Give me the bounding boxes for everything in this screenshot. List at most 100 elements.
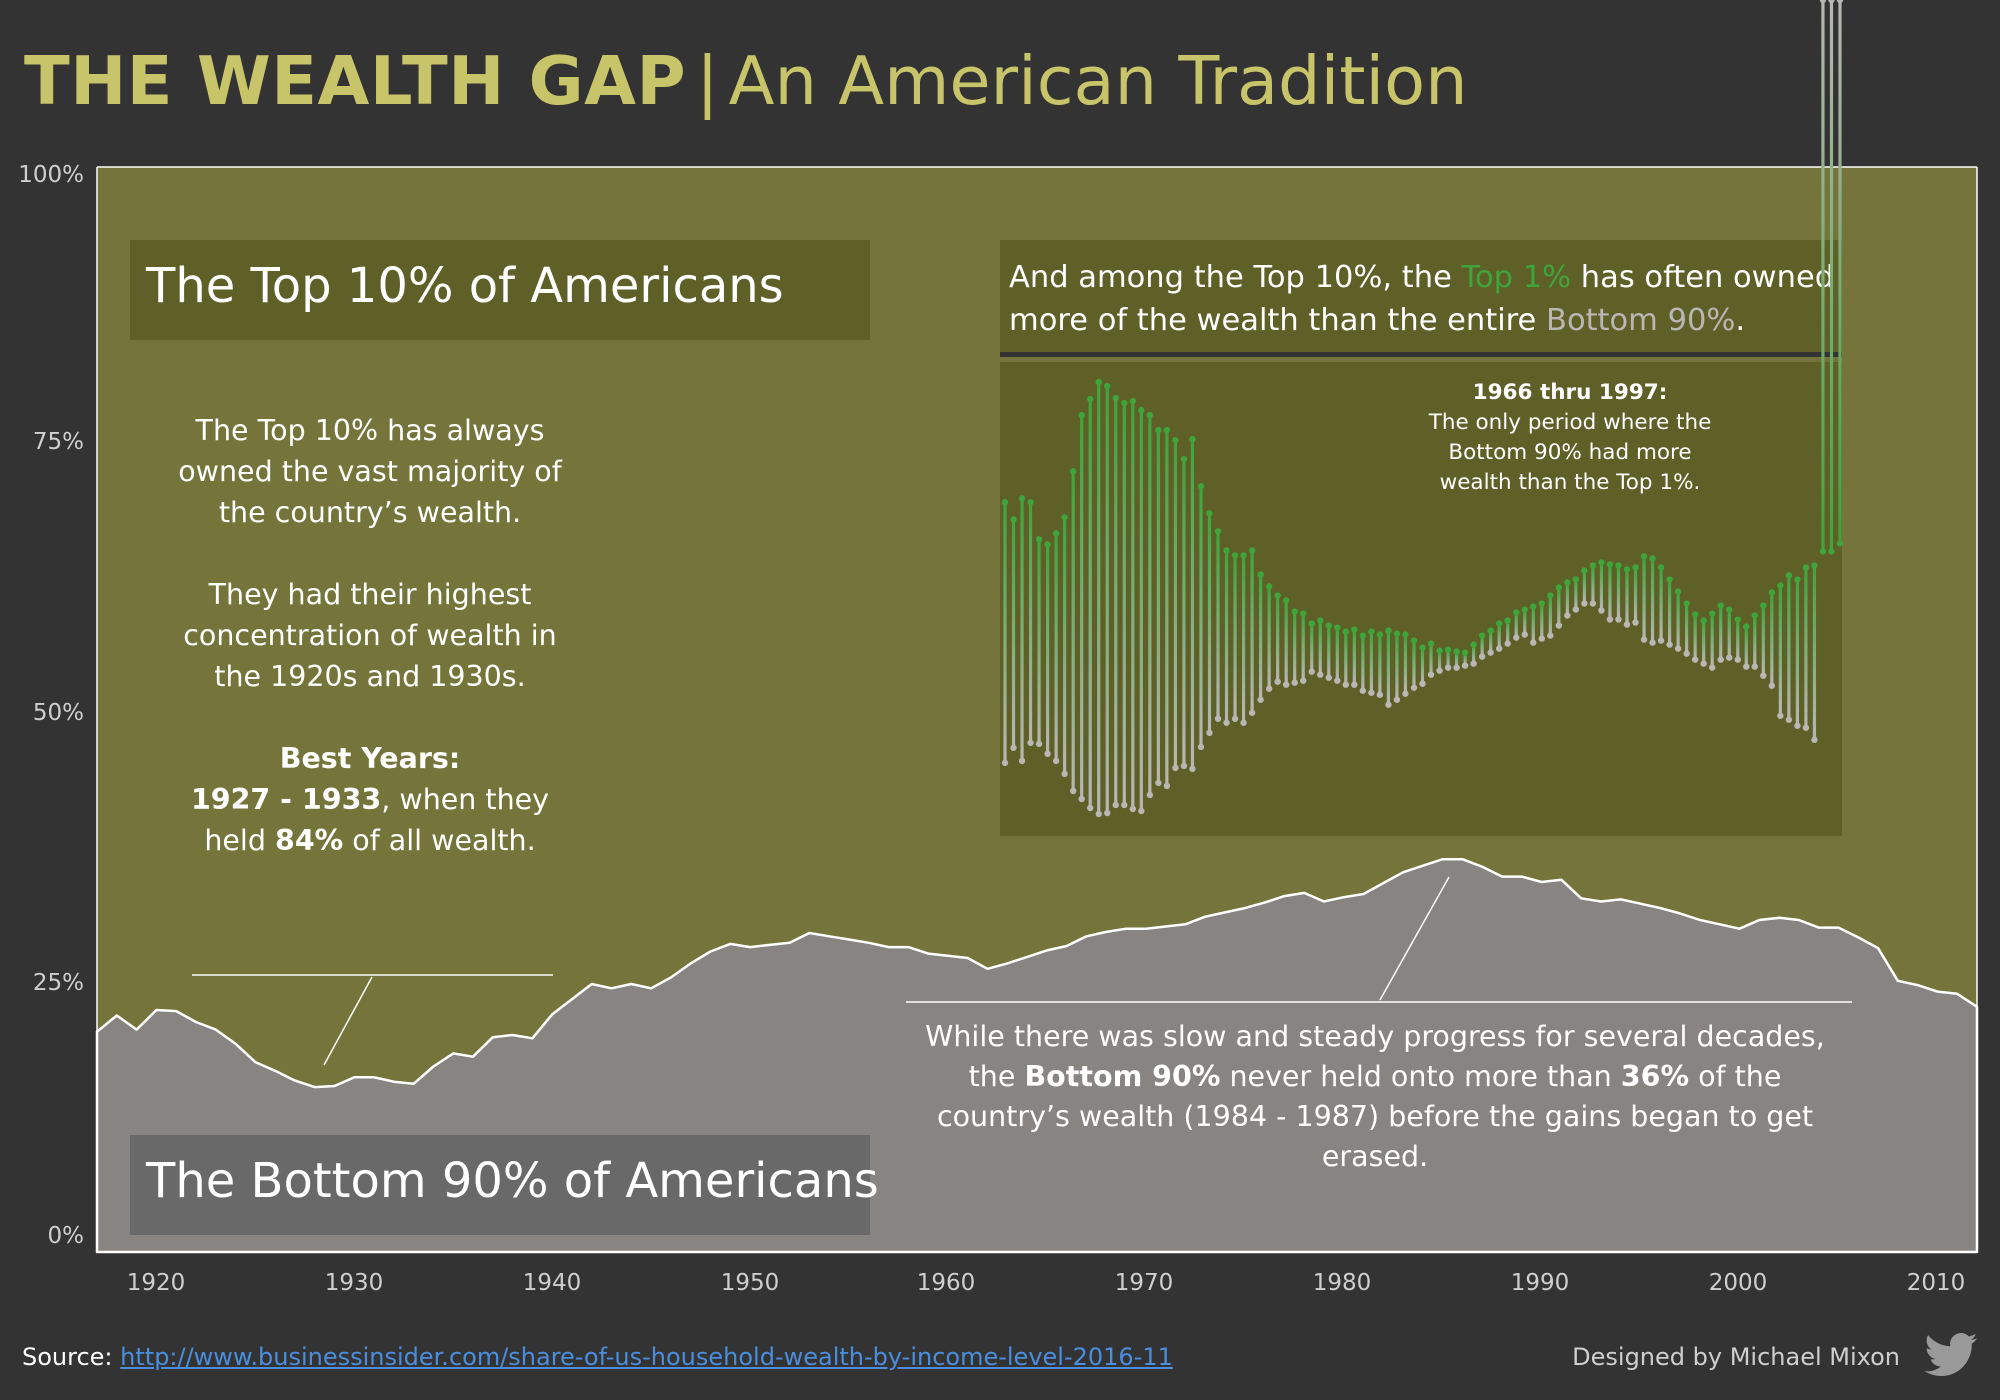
inset-bottom90-point <box>1214 715 1222 722</box>
inset-top1-point <box>1342 628 1350 635</box>
inset-bottom90-point <box>1274 678 1281 685</box>
inset-top1-point <box>1282 597 1290 604</box>
inset-bottom90-point <box>1691 656 1699 663</box>
x-tick-label: 2000 <box>1708 1270 1768 1296</box>
x-tick-label: 1950 <box>720 1270 780 1296</box>
inset-top1-point <box>1061 514 1068 521</box>
x-tick-label: 1980 <box>1312 1270 1372 1296</box>
x-tick-label: 2010 <box>1906 1270 1966 1296</box>
inset-bottom90-point <box>1521 631 1528 638</box>
inset-top1-point <box>1513 609 1520 616</box>
inset-top1-point <box>1368 628 1375 635</box>
inset-top1-point <box>1180 455 1188 463</box>
y-tick-label: 25% <box>32 970 84 996</box>
inset-bottom90-point <box>1223 719 1230 726</box>
inset-top1-point <box>1427 640 1435 647</box>
inset-top1-point <box>1598 559 1605 566</box>
inset-bottom90-point <box>1461 662 1469 669</box>
source-link[interactable]: http://www.businessinsider.com/share-of-… <box>120 1343 1173 1371</box>
inset-top1-point <box>1478 632 1486 639</box>
inset-bottom90-point <box>1564 612 1571 619</box>
inset-bottom90-point <box>1427 671 1435 678</box>
inset-top1-point <box>1717 602 1724 609</box>
twitter-bird-icon[interactable] <box>1924 1333 1980 1379</box>
x-tick-label: 1920 <box>126 1270 186 1296</box>
inset-top1-point <box>1572 576 1580 583</box>
inset-bottom90-point <box>1027 739 1034 747</box>
bottom-bold-2: 36% <box>1620 1060 1690 1093</box>
inset-bottom90-point <box>1828 0 1835 4</box>
inset-top1-point <box>1325 622 1332 629</box>
inset-bottom90-point <box>1649 639 1656 646</box>
inset-bottom90-point <box>1495 645 1503 652</box>
inset-top1-point <box>1828 548 1835 555</box>
inset-bottom90-point <box>1785 716 1793 723</box>
y-tick-label: 75% <box>32 429 84 455</box>
inset-header: And among the Top 10%, the Top 1% has of… <box>1000 240 1842 357</box>
inset-top1-point <box>1777 582 1784 589</box>
inset-bottom90-point <box>1623 621 1631 628</box>
inset-top1-point <box>1231 552 1239 559</box>
inset-text-1: And among the Top 10%, the <box>1009 260 1462 295</box>
inset-top1-point <box>1334 624 1341 631</box>
inset-bottom90-point <box>1155 779 1162 787</box>
inset-top1-point <box>1530 603 1537 610</box>
inset-top1-point <box>1018 495 1026 502</box>
inset-bottom90-point <box>1478 653 1486 660</box>
inset-top1-point <box>1640 553 1648 560</box>
inset-bottom90-point <box>1606 616 1614 623</box>
inset-top1-point <box>1095 378 1102 386</box>
inset-bottom90-point <box>1657 637 1665 644</box>
inset-bottom90-point <box>1291 679 1298 686</box>
y-tick-label: 50% <box>32 700 84 726</box>
inset-bottom90-point <box>1402 690 1409 697</box>
x-tick-label: 1990 <box>1510 1270 1570 1296</box>
inset-bottom90-point <box>1104 809 1111 817</box>
inset-top1-point <box>1206 510 1213 517</box>
source-label: Source: <box>22 1343 121 1371</box>
inset-bottom90-point <box>1138 807 1145 815</box>
inset-top1-point <box>1265 583 1273 590</box>
inset-bottom90-point <box>1530 639 1537 646</box>
inset-top1-point <box>1419 644 1426 651</box>
inset-top1-point <box>1538 600 1545 607</box>
inset-bottom90-point <box>1163 782 1171 790</box>
inset-bottom90-point <box>1087 804 1094 812</box>
inset-bottom90-point <box>1393 696 1401 703</box>
best-years-end: of all wealth. <box>343 824 536 857</box>
page-title: THE WEALTH GAP | An American Tradition <box>24 36 1468 126</box>
inset-top1-point <box>1197 483 1205 490</box>
inset-top1-point <box>1666 576 1673 583</box>
inset-bottom90-point <box>1768 682 1776 689</box>
title-main: THE WEALTH GAP <box>24 42 687 120</box>
inset-bottom90-point <box>1444 664 1452 671</box>
inset-top1-point <box>1495 620 1503 627</box>
inset-bottom90-point <box>1078 795 1085 803</box>
inset-top1-point <box>1802 564 1810 571</box>
inset-bottom90-point <box>1819 0 1827 4</box>
inset-top1-point <box>1291 608 1298 615</box>
inset-bottom90-point <box>1683 650 1690 657</box>
inset-top1-point <box>1615 562 1622 569</box>
inset-bottom90-point <box>1743 663 1750 670</box>
inset-bottom90-point <box>1513 634 1520 641</box>
bottom-text-2: never held onto more than <box>1220 1060 1621 1093</box>
inset-top1-point <box>1555 584 1563 591</box>
inset-bottom90-point <box>1368 689 1375 696</box>
best-years-pointer <box>323 976 373 1066</box>
inset-bottom90-point <box>1836 0 1844 4</box>
inset-bottom90-point <box>1376 691 1384 698</box>
inset-top1-point <box>1248 547 1256 554</box>
inset-bottom90-point <box>1538 635 1545 642</box>
inset-top1-point <box>1223 547 1230 554</box>
inset-bottom90-point <box>1121 801 1128 809</box>
inset-top1-point <box>1726 606 1733 613</box>
inset-bottom90-point <box>1044 750 1051 758</box>
x-tick-label: 1930 <box>324 1270 384 1296</box>
inset-bottom90-point <box>1760 672 1767 679</box>
x-tick-label: 1940 <box>522 1270 582 1296</box>
inset-top1-point <box>1623 566 1631 573</box>
inset-top1-point <box>1078 411 1085 419</box>
inset-bottom90-point <box>1751 663 1758 670</box>
